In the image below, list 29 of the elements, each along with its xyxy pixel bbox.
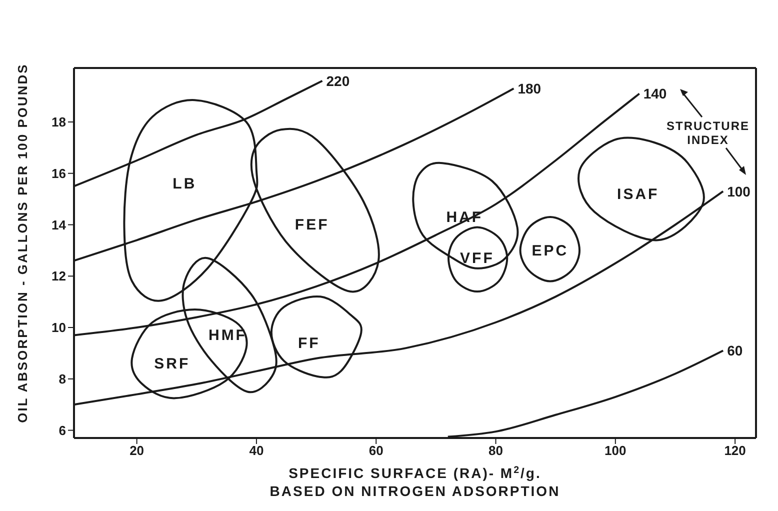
annotation: VFF <box>460 250 494 267</box>
y-axis-title: OIL ABSORPTION - GALLONS PER 100 POUNDS <box>14 63 30 423</box>
x-tick-label: 60 <box>368 443 384 458</box>
annotation: SRF <box>154 354 190 372</box>
y-tick-label: 8 <box>58 372 66 387</box>
annotation: FEF <box>294 216 330 234</box>
annotation: HMF <box>208 326 247 344</box>
x-tick-label: 120 <box>724 443 746 458</box>
series-label: 100 <box>727 183 751 200</box>
x-tick-label: 20 <box>130 443 144 458</box>
annotation: EPC <box>532 242 569 259</box>
y-tick-label: 10 <box>52 320 66 336</box>
x-tick-label: 40 <box>249 443 264 458</box>
x-tick-label: 100 <box>604 443 626 458</box>
series-label: 220 <box>326 72 350 89</box>
y-tick-label: 16 <box>52 166 66 181</box>
x-tick-label: 80 <box>488 443 503 458</box>
series-label: 60 <box>727 342 743 359</box>
annotation: FF <box>298 334 320 352</box>
series-label: 180 <box>518 80 542 97</box>
x-axis-title: SPECIFIC SURFACE (RA)- M$^{2}$/g. BASED ON NITROGEN ADSORPTION <box>270 464 560 499</box>
annotation: LB <box>172 175 197 192</box>
annotation: ISAF <box>617 185 660 202</box>
y-tick-label: 6 <box>58 422 66 438</box>
y-tick-label: 18 <box>52 114 66 130</box>
y-tick-label: 12 <box>52 268 66 284</box>
y-tick-label: 14 <box>52 217 67 232</box>
legend-label: 140 <box>643 86 667 102</box>
annotation: STRUCTURE INDEX <box>666 119 750 147</box>
